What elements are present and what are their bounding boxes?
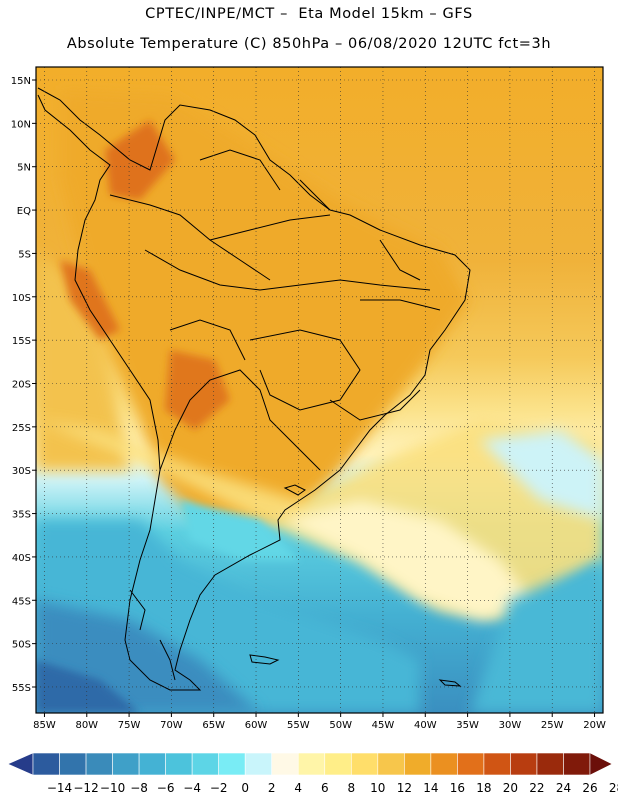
lat-tick-label: 15N <box>11 76 31 87</box>
lon-tick-label: 30W <box>499 720 522 731</box>
colorbar-max-triangle <box>589 752 613 776</box>
lat-tick-label: 5N <box>17 163 31 174</box>
colorbar-swatch <box>297 752 326 776</box>
coastlines <box>37 87 471 691</box>
colorbar-swatch <box>138 752 166 776</box>
colorbar-swatch <box>377 752 405 776</box>
colorbar-min-triangle <box>7 752 34 776</box>
colorbar-label: −4 <box>183 781 201 795</box>
lat-tick-label: 40S <box>12 553 31 564</box>
colorbar-swatch <box>85 752 113 776</box>
lat-tick-label: 30S <box>12 466 31 477</box>
colorbar-label: −12 <box>73 781 98 795</box>
colorbar-label: 10 <box>370 781 385 795</box>
colorbar-swatch <box>404 752 432 776</box>
lon-tick-label: 75W <box>118 720 141 731</box>
colorbar-label: 26 <box>582 781 597 795</box>
colorbar-swatch <box>563 752 591 776</box>
colorbar-swatch <box>536 752 564 776</box>
colorbar-swatch <box>483 752 511 776</box>
lon-tick-label: 55W <box>287 720 310 731</box>
colorbar-label: 2 <box>268 781 276 795</box>
colorbar-label: 12 <box>397 781 412 795</box>
colorbar-label: −2 <box>210 781 228 795</box>
colorbar-label: 6 <box>321 781 329 795</box>
colorbar-swatch <box>271 752 299 776</box>
colorbar-label: 14 <box>423 781 438 795</box>
colorbar-swatch <box>350 752 379 776</box>
lat-tick-label: 35S <box>12 510 31 521</box>
colorbar-swatch <box>165 752 193 776</box>
lon-tick-label: 65W <box>202 720 225 731</box>
colorbar-swatch <box>218 752 246 776</box>
colorbar-swatch <box>457 752 485 776</box>
lat-tick-label: EQ <box>17 206 31 217</box>
colorbar-swatch <box>510 752 538 776</box>
colorbar-swatch <box>244 752 273 776</box>
colorbar-label: 28 <box>609 781 618 795</box>
lon-tick-label: 35W <box>456 720 479 731</box>
colorbar-swatch <box>32 752 60 776</box>
colorbar-swatch <box>430 752 458 776</box>
colorbar-swatch <box>324 752 352 776</box>
lat-tick-label: 20S <box>12 379 31 390</box>
lon-tick-label: 45W <box>372 720 395 731</box>
lat-tick-label: 55S <box>12 683 31 694</box>
colorbar-label: −14 <box>47 781 72 795</box>
colorbar-label: 20 <box>503 781 518 795</box>
colorbar-label: −8 <box>130 781 148 795</box>
lon-tick-label: 40W <box>414 720 437 731</box>
lon-tick-label: 60W <box>245 720 268 731</box>
lon-tick-label: 25W <box>541 720 564 731</box>
map-frame <box>35 66 604 714</box>
colorbar-label: 0 <box>241 781 249 795</box>
lon-tick-label: 85W <box>33 720 56 731</box>
colorbar-swatch <box>59 752 87 776</box>
lat-tick-label: 15S <box>12 336 31 347</box>
lat-tick-label: 10N <box>11 119 31 130</box>
colorbar: −14 −12 −10 −8 −6 −4 −2 0 2 4 6 8 10 12 14 16 18 20 22 24 26… <box>7 752 618 795</box>
colorbar-swatches <box>7 752 613 776</box>
temperature-field <box>36 67 603 713</box>
graticule <box>36 67 603 713</box>
colorbar-label: 18 <box>476 781 491 795</box>
longitude-axis: 85W 80W 75W 70W 65W 60W 55W 50W 45W 40W 35W 30W 25W 2… <box>33 713 606 731</box>
colorbar-label: 8 <box>347 781 355 795</box>
latitude-axis: 15N 10N 5N EQ 5S 10S 15S 20S 25S 30S 35S 40S 45S 50S 5… <box>11 76 36 694</box>
colorbar-label: 24 <box>556 781 571 795</box>
colorbar-labels: −14 −12 −10 −8 −6 −4 −2 0 2 4 6 8 10 12 14 16 18 20 22 24 26… <box>47 781 618 795</box>
lat-tick-label: 50S <box>12 640 31 651</box>
colorbar-label: 4 <box>294 781 302 795</box>
map-title: CPTEC/INPE/MCT – Eta Model 15km – GFS <box>145 6 473 22</box>
lon-tick-label: 80W <box>75 720 98 731</box>
colorbar-label: −6 <box>157 781 175 795</box>
map-subtitle: Absolute Temperature (C) 850hPa – 06/08/… <box>66 36 552 52</box>
lon-tick-label: 70W <box>160 720 183 731</box>
temperature-map: 15N 10N 5N EQ 5S 10S 15S 20S 25S 30S 35S 40S 45S 50S 5… <box>11 66 606 731</box>
colorbar-swatch <box>191 752 219 776</box>
lon-tick-label: 50W <box>329 720 352 731</box>
lat-tick-label: 25S <box>12 423 31 434</box>
colorbar-label: −10 <box>100 781 125 795</box>
colorbar-label: 16 <box>450 781 465 795</box>
lat-tick-label: 45S <box>12 596 31 607</box>
colorbar-label: 22 <box>529 781 544 795</box>
lon-tick-label: 20W <box>583 720 606 731</box>
lat-tick-label: 5S <box>18 249 31 260</box>
lat-tick-label: 10S <box>12 293 31 304</box>
colorbar-swatch <box>112 752 140 776</box>
